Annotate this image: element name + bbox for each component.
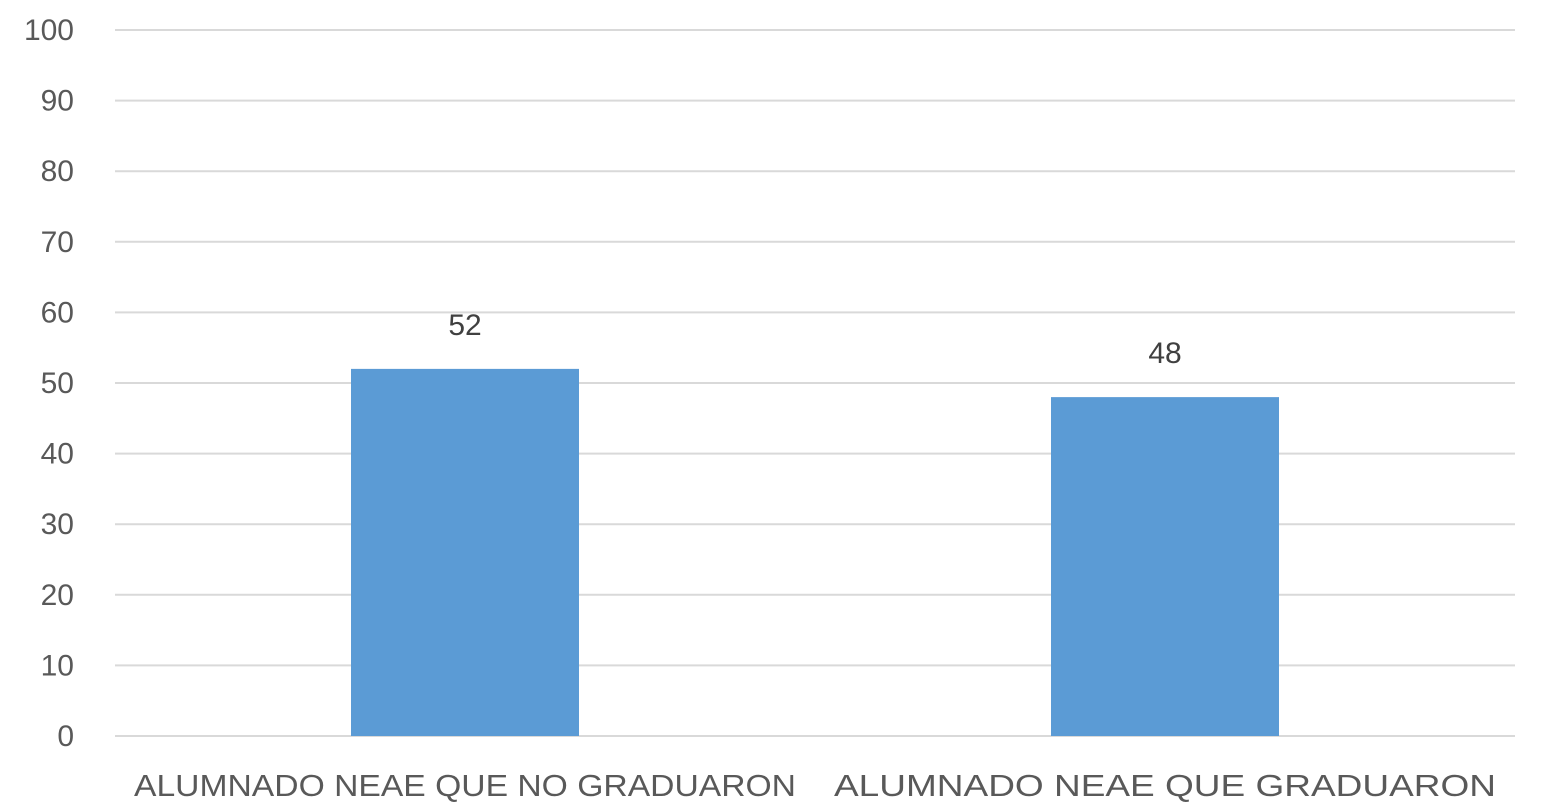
y-tick-label: 80: [41, 155, 74, 188]
y-tick-label: 100: [24, 14, 74, 47]
x-axis-categories: ALUMNADO NEAE QUE NO GRADUARON ALUMNADO N…: [134, 768, 1496, 802]
y-axis-ticks: 0 10 20 30 40 50 60 70 80 90 100: [24, 14, 74, 753]
bar-data-label: 48: [1148, 337, 1181, 370]
data-labels: 52 48: [448, 309, 1181, 370]
y-tick-label: 0: [57, 720, 74, 753]
bar-data-label: 52: [448, 309, 481, 342]
y-tick-label: 20: [41, 579, 74, 612]
bar: [1051, 397, 1279, 736]
y-tick-label: 90: [41, 85, 74, 118]
y-tick-label: 40: [41, 438, 74, 471]
bars: [351, 368, 1279, 736]
y-tick-label: 60: [41, 296, 74, 329]
gridlines: [115, 29, 1515, 737]
category-label: ALUMNADO NEAE QUE GRADUARON: [834, 768, 1496, 802]
category-label: ALUMNADO NEAE QUE NO GRADUARON: [134, 768, 796, 802]
y-tick-label: 50: [41, 367, 74, 400]
y-tick-label: 70: [41, 226, 74, 259]
y-tick-label: 30: [41, 508, 74, 541]
bar: [351, 368, 579, 736]
y-tick-label: 10: [41, 649, 74, 682]
